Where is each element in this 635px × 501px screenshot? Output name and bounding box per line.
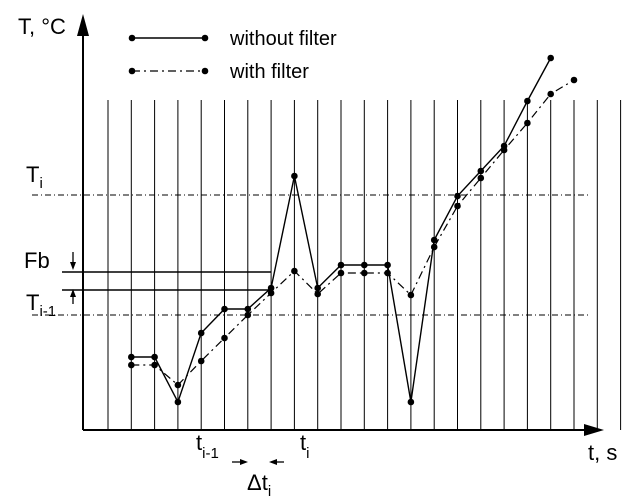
point-with-filter-15 [477, 174, 485, 182]
point-with-filter-6 [267, 289, 275, 297]
delta-t-arrows [232, 459, 284, 465]
point-without-filter-8 [314, 284, 322, 292]
point-with-filter-19 [570, 76, 578, 84]
point-without-filter-2 [174, 398, 182, 406]
fb-arrow-down-head [70, 262, 76, 270]
point-with-filter-2 [174, 381, 182, 389]
legend-solid-marker-left [128, 34, 136, 42]
point-with-filter-4 [221, 334, 228, 342]
x-axis-label: t, s [588, 440, 617, 465]
annotation-ti-1: ti-1 [196, 430, 219, 462]
point-with-filter-0 [128, 361, 135, 369]
fb-arrow-up-head [70, 289, 76, 297]
legend-dashdot-marker-right [201, 67, 209, 75]
point-with-filter-14 [454, 202, 461, 210]
point-with-filter-13 [430, 243, 438, 251]
dt-arrow-left-head [240, 459, 248, 465]
point-with-filter-17 [524, 119, 531, 127]
point-without-filter-11 [384, 261, 391, 269]
point-without-filter-13 [430, 236, 438, 244]
point-with-filter-1 [151, 361, 158, 369]
y-axis-label: T, °C [18, 14, 66, 39]
point-without-filter-7 [291, 172, 298, 180]
point-with-filter-8 [314, 290, 322, 298]
point-with-filter-3 [197, 357, 205, 365]
dt-arrow-right-head [269, 459, 277, 465]
series-group [128, 54, 578, 406]
point-without-filter-4 [221, 305, 228, 313]
annotation-Fb: Fb [24, 248, 50, 273]
legend-label-without-filter: without filter [229, 28, 337, 50]
annotation-ti: ti [300, 430, 309, 462]
legend: without filter with filter [128, 28, 337, 83]
reference-lines [32, 194, 590, 316]
point-with-filter-10 [361, 269, 368, 277]
point-with-filter-5 [244, 311, 252, 319]
point-without-filter-9 [337, 261, 345, 269]
point-without-filter-12 [407, 398, 415, 406]
point-without-filter-6 [267, 284, 275, 292]
point-without-filter-15 [477, 167, 485, 175]
series-line-with-filter [131, 79, 575, 386]
legend-label-with-filter: with filter [229, 61, 309, 83]
point-with-filter-16 [500, 146, 508, 154]
point-with-filter-12 [407, 291, 415, 299]
point-with-filter-7 [291, 267, 298, 275]
point-with-filter-11 [384, 269, 391, 277]
point-without-filter-10 [361, 261, 368, 269]
point-without-filter-17 [524, 97, 531, 105]
point-without-filter-0 [128, 353, 135, 361]
point-without-filter-5 [244, 305, 252, 313]
fb-arrows [70, 252, 76, 304]
point-with-filter-9 [337, 269, 345, 277]
legend-solid-marker-right [201, 34, 209, 42]
legend-dashdot-marker-left [128, 67, 136, 75]
point-with-filter-18 [547, 90, 554, 98]
x-axis-arrow [584, 424, 604, 436]
point-without-filter-14 [454, 192, 461, 200]
point-without-filter-1 [151, 353, 158, 361]
annotation-Ti: Ti [26, 162, 43, 192]
y-axis-arrow [77, 14, 89, 36]
annotation-delta-ti: Δti [247, 470, 271, 500]
point-without-filter-3 [197, 329, 205, 337]
point-without-filter-18 [547, 54, 554, 62]
annotation-Ti-1: Ti-1 [26, 290, 56, 320]
